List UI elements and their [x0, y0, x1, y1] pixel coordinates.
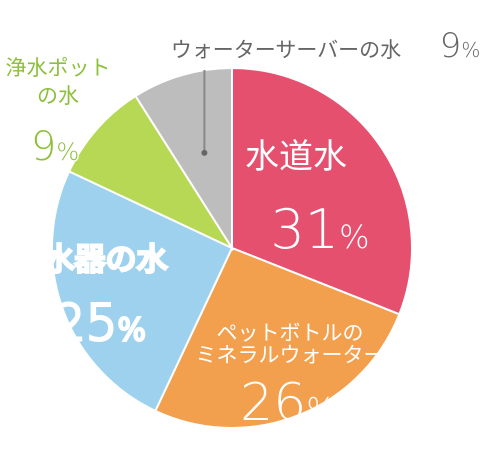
label-bottled-mineral-water-line-1: ペットボトルの [217, 321, 364, 345]
label-water-pot-line-1: 浄水ポット [6, 56, 111, 80]
pie-slice-water-server [134, 66, 233, 252]
percent-water-server: 9% [440, 26, 481, 66]
percent-tap-water: 31% [270, 198, 369, 261]
percent-water-purifier: 25% [54, 294, 146, 352]
label-water-pot-line-2: の水 [37, 84, 79, 108]
percent-bottled-mineral-water: 26% [240, 373, 336, 433]
label-water-server: ウォーターサーバーの水 [171, 38, 401, 62]
pie-slice-bottled-mineral-water [154, 246, 401, 429]
label-water-purifier: 浄水器の水 [13, 242, 168, 278]
leader-dot-water-server [201, 149, 208, 156]
pie-slice-water-pot [67, 94, 235, 251]
pie-slice-water-purifier [51, 170, 234, 413]
pie-slice-tap-water [231, 66, 413, 316]
label-tap-water: 水道水 [245, 137, 347, 177]
percent-water-pot: 9% [31, 124, 79, 170]
label-bottled-mineral-water-line-2: ミネラルウォーター [196, 343, 385, 367]
